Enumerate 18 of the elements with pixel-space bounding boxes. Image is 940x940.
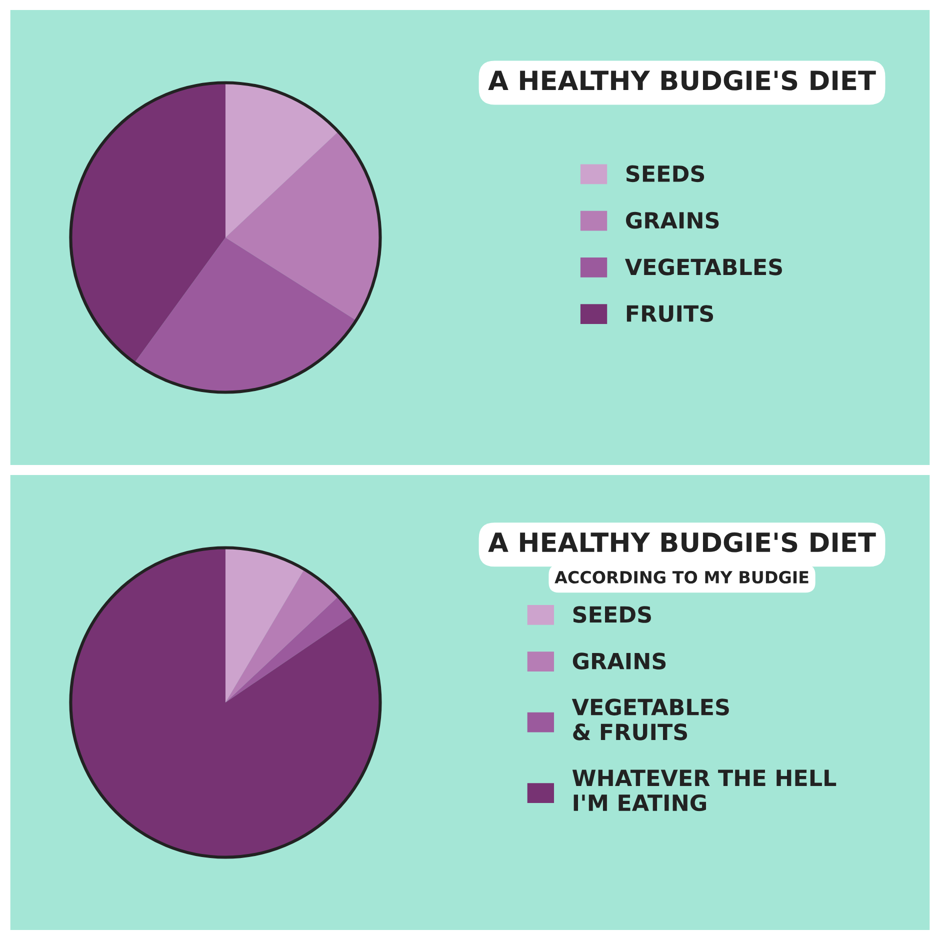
legend-label: WHATEVER THE HELL I'M EATING	[572, 770, 836, 812]
pie-slice	[70, 82, 226, 363]
chart-title: A HEALTHY BUDGIE'S DIET	[488, 70, 876, 90]
legend-label: SEEDS	[573, 606, 651, 623]
pie-slice	[225, 548, 304, 702]
pie-slice	[134, 238, 356, 392]
legend-label: GRAINS	[626, 212, 719, 229]
chart-title: A HEALTHY BUDGIE'S DIET	[488, 532, 876, 552]
pie-slice	[225, 569, 338, 702]
legend-label: SEEDS	[626, 165, 704, 182]
pie-slice	[225, 596, 354, 702]
pie-slice	[225, 132, 380, 320]
text: ACCORDING TO MY BUDGIE	[554, 570, 808, 584]
pie-slice	[225, 82, 338, 238]
legend-label: VEGETABLES & FRUITS	[572, 698, 729, 740]
legend-label: VEGETABLES	[624, 258, 782, 276]
legend-label: GRAINS	[572, 652, 666, 670]
legend-label: FRUITS	[626, 305, 714, 322]
